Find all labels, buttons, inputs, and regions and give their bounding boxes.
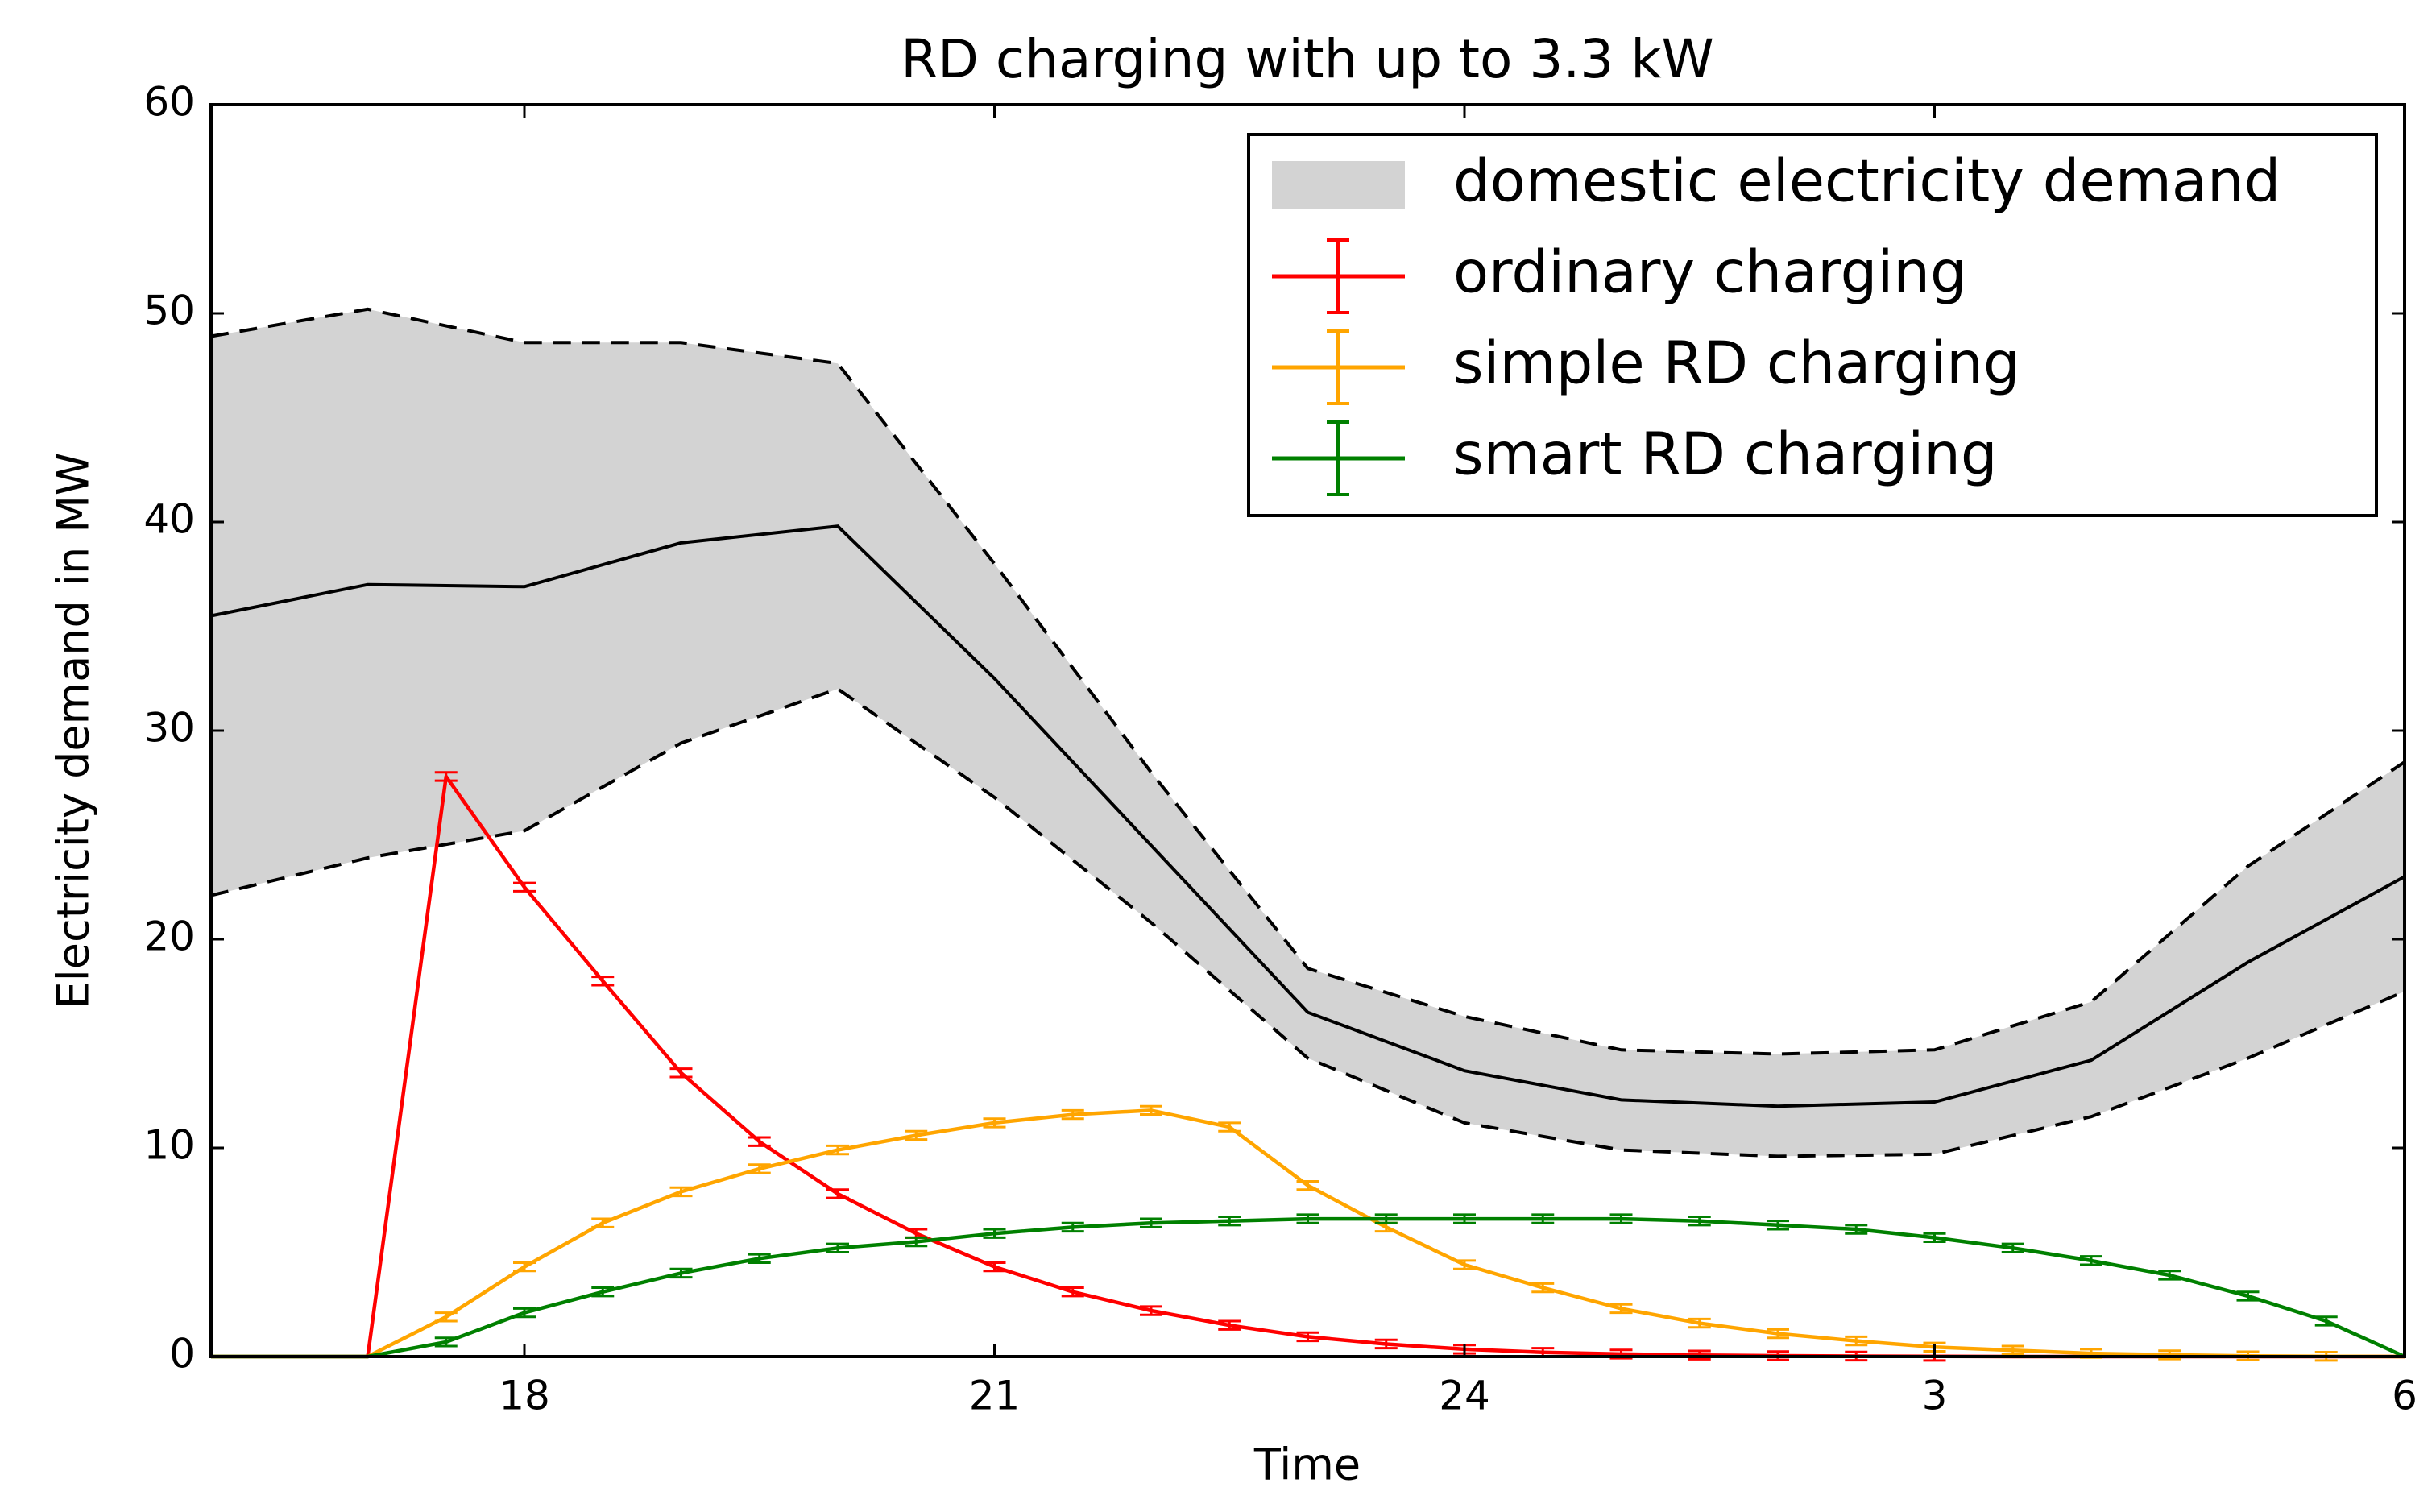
- error-bar: [1845, 1335, 1868, 1347]
- y-tick-label: 10: [143, 1122, 195, 1169]
- error-bar: [1923, 1232, 1946, 1244]
- error-bar: [1218, 1215, 1241, 1227]
- error-bar: [1453, 1213, 1476, 1224]
- error-bar: [1845, 1224, 1868, 1235]
- error-bar: [748, 1253, 771, 1264]
- error-bar: [826, 1242, 849, 1253]
- y-tick-label: 40: [143, 496, 195, 543]
- series-line: [211, 1108, 2405, 1359]
- x-axis-label: Time: [1253, 1440, 1361, 1490]
- error-bar: [1061, 1286, 1084, 1298]
- error-bar: [669, 1067, 693, 1079]
- legend-box: [1247, 133, 2378, 517]
- error-bar: [1610, 1303, 1633, 1315]
- error-bar: [2158, 1270, 2181, 1281]
- error-bar: [434, 1336, 458, 1348]
- error-bar: [1296, 1331, 1320, 1343]
- error-bar: [669, 1267, 693, 1279]
- error-bar: [983, 1117, 1006, 1129]
- error-bar: [2236, 1290, 2260, 1302]
- error-bar: [905, 1236, 928, 1248]
- error-bar: [1610, 1213, 1633, 1224]
- error-bar: [1296, 1179, 1320, 1191]
- x-tick-label: 24: [1439, 1373, 1490, 1419]
- error-bar: [591, 976, 615, 987]
- legend-label: domestic electricity demand: [1453, 147, 2281, 215]
- demand-upper-line: [210, 307, 2406, 1056]
- error-bar: [1218, 1319, 1241, 1331]
- error-bar: [748, 1136, 771, 1147]
- y-tick-label: 0: [169, 1331, 195, 1377]
- legend-label: smart RD charging: [1453, 420, 1998, 488]
- y-tick-label: 60: [143, 79, 195, 126]
- error-bar: [1531, 1213, 1555, 1224]
- error-bar: [748, 1163, 771, 1174]
- error-bar: [591, 1286, 615, 1298]
- error-bar: [1374, 1338, 1398, 1350]
- error-bar: [826, 1188, 849, 1199]
- error-bar: [2314, 1315, 2338, 1327]
- x-tick-label: 18: [499, 1373, 550, 1419]
- y-tick-label: 30: [143, 705, 195, 752]
- error-bar: [1140, 1217, 1162, 1228]
- error-bar: [1296, 1213, 1320, 1224]
- error-bar: [1453, 1259, 1476, 1270]
- error-bar: [669, 1186, 693, 1198]
- error-bar: [513, 881, 536, 893]
- error-bar: [434, 1311, 458, 1323]
- error-bar: [1767, 1220, 1789, 1231]
- legend-label: ordinary charging: [1453, 238, 1967, 306]
- error-bar: [513, 1307, 536, 1319]
- error-bar: [1218, 1121, 1241, 1133]
- error-bar: [826, 1144, 849, 1156]
- error-bar: [1688, 1317, 1711, 1329]
- x-tick-label: 6: [2392, 1373, 2417, 1419]
- chart-title: RD charging with up to 3.3 kW: [901, 28, 1714, 90]
- error-bar: [2080, 1255, 2102, 1266]
- error-bar: [513, 1261, 536, 1273]
- error-bar: [1688, 1215, 1711, 1227]
- error-bar: [1531, 1282, 1555, 1294]
- error-bar: [1061, 1108, 1084, 1121]
- x-tick-label: 3: [1922, 1373, 1948, 1419]
- y-axis-label: Electricity demand in MW: [48, 453, 99, 1009]
- error-bar: [1374, 1213, 1398, 1224]
- x-tick-label: 21: [969, 1373, 1021, 1419]
- demand-mean-line: [210, 524, 2405, 1108]
- error-bar: [905, 1129, 928, 1141]
- legend-label: simple RD charging: [1453, 329, 2020, 397]
- error-bar: [1061, 1221, 1084, 1233]
- error-bar: [591, 1217, 615, 1228]
- y-tick-label: 50: [143, 288, 195, 334]
- error-bar: [434, 771, 458, 782]
- error-bar: [983, 1261, 1006, 1273]
- error-bar: [1767, 1328, 1789, 1340]
- demand-band: [211, 309, 2405, 1157]
- y-tick-label: 20: [143, 913, 195, 960]
- error-bar: [2001, 1344, 2024, 1356]
- error-bar: [2001, 1242, 2024, 1253]
- demand-lower-line: [210, 686, 2405, 1158]
- error-bar: [983, 1228, 1006, 1239]
- legend-patch: [1272, 161, 1405, 209]
- legend: domestic electricity demand ordinary char…: [1247, 133, 2378, 517]
- error-bar: [1140, 1104, 1162, 1116]
- error-bar: [1140, 1305, 1162, 1316]
